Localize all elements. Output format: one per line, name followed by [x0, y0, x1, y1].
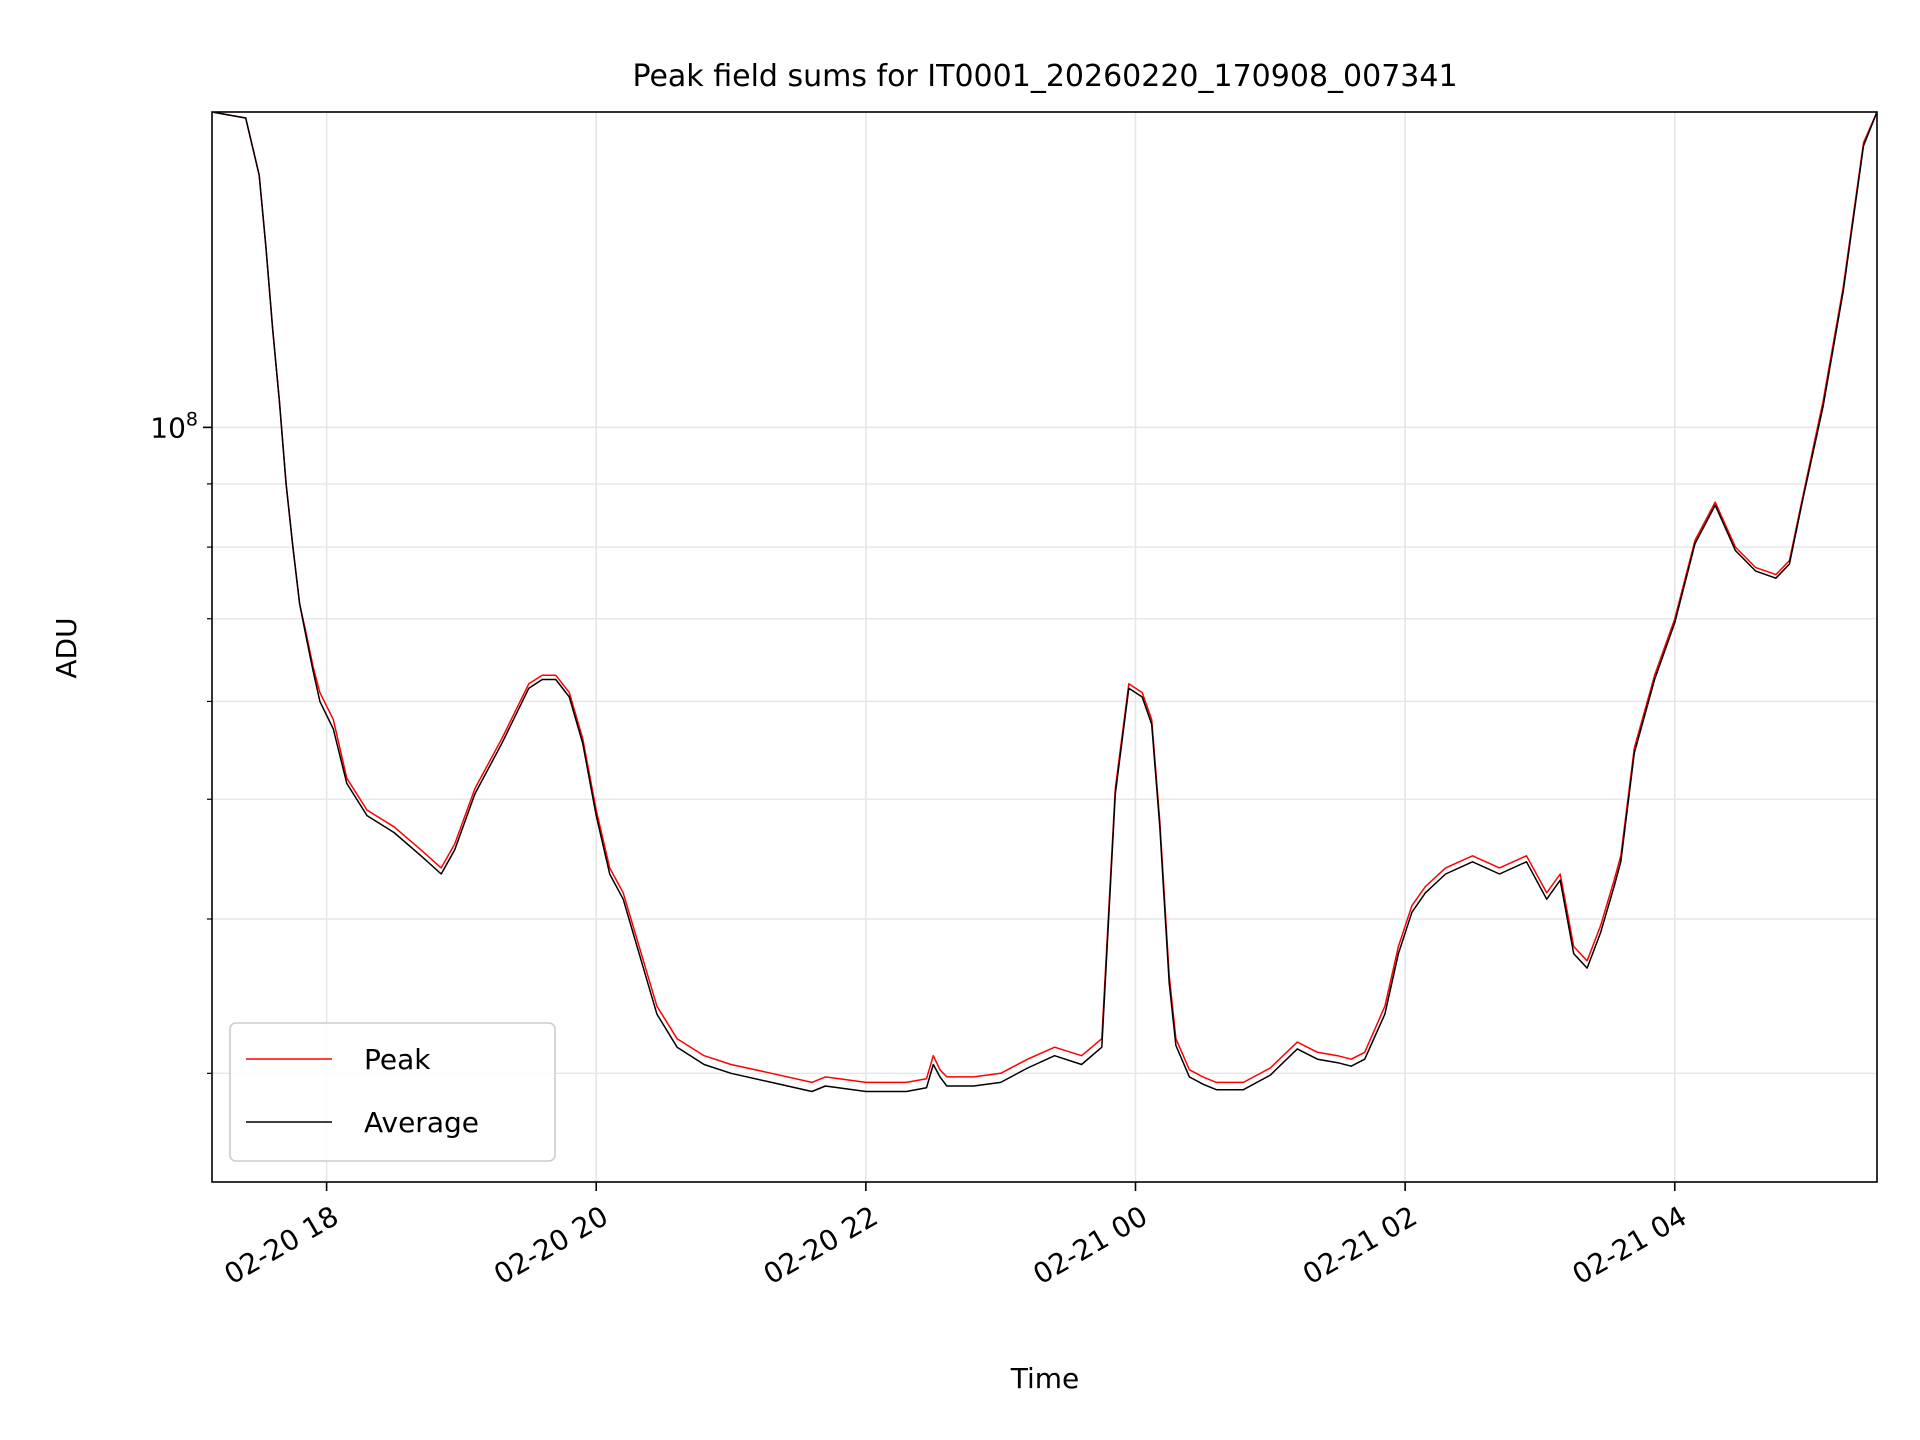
plot-area-frame — [211, 111, 1878, 1183]
legend-box — [229, 1022, 556, 1162]
legend: Peak Average — [229, 1022, 556, 1162]
series-line-peak — [212, 112, 1877, 1084]
legend-peak-label: Peak — [364, 1043, 431, 1076]
y-tick-exponent: 8 — [186, 408, 198, 430]
chart-title: Peak field sums for IT0001_20260220_1709… — [632, 59, 1457, 94]
x-axis-label: Time — [1010, 1362, 1080, 1395]
series-line-average — [212, 112, 1877, 1093]
y-axis: 108 — [150, 408, 212, 1074]
y-tick-base: 10 — [150, 411, 186, 444]
grid-layer — [212, 112, 1877, 1182]
series-layer — [212, 112, 1877, 1093]
legend-average-label: Average — [364, 1106, 479, 1139]
y-axis-label: ADU — [50, 617, 83, 678]
y-tick-label: 108 — [150, 408, 198, 444]
